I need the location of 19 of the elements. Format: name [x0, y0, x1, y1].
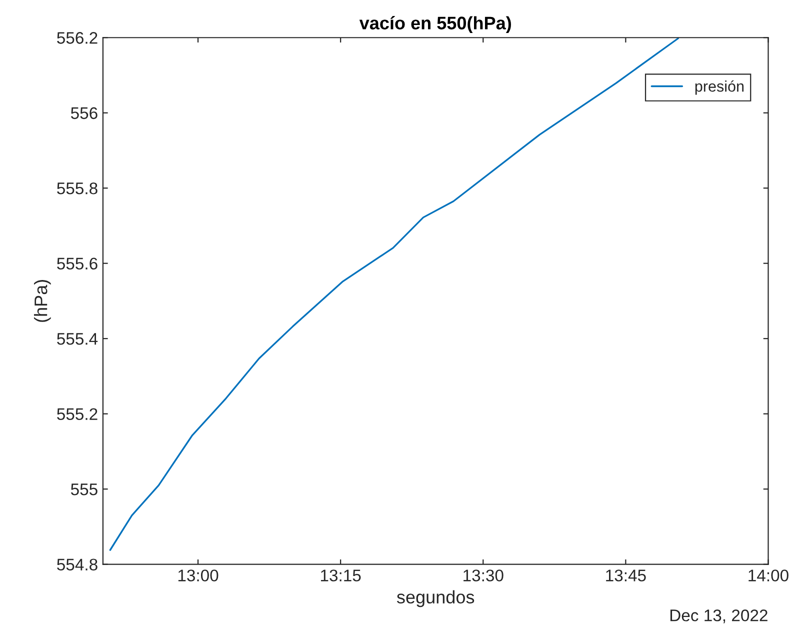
y-tick-label: 554.8 [57, 558, 98, 571]
x-tick-label: 13:15 [320, 570, 361, 582]
y-tick-label: 555.2 [57, 408, 98, 420]
x-tick-label: 13:30 [464, 570, 504, 582]
y-tick-label: 555 [70, 484, 98, 496]
y-axis-title: (hPa) [34, 280, 51, 322]
y-tick-label: 555.6 [57, 258, 98, 270]
x-tick-label: 14:00 [748, 570, 788, 582]
x-axis-title: segundos [396, 590, 474, 608]
chart-title: vacío en 550(hPa) [359, 16, 511, 34]
y-tick-label: 556.2 [57, 32, 98, 44]
text: Dec 13, 2022 [670, 610, 768, 624]
y-tick-label: 556 [70, 107, 98, 120]
x-tick-label: 13:45 [606, 570, 646, 582]
x-tick-label: 13:00 [178, 570, 218, 582]
legend-label: presión [695, 80, 744, 95]
y-tick-label: 555.8 [57, 182, 98, 194]
line-series [109, 38, 679, 551]
y-tick-label: 555.4 [57, 333, 98, 345]
